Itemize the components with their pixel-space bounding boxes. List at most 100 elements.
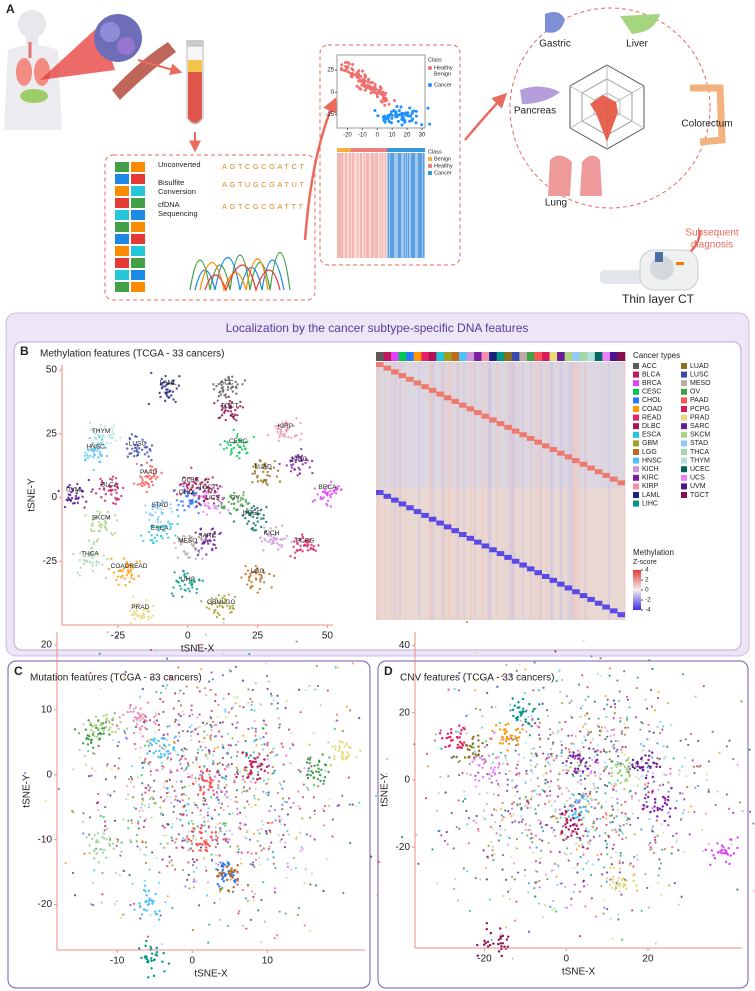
dot-decor [254,760,258,764]
dot-decor [183,785,187,788]
dot-decor [555,910,558,913]
dot-decor [557,784,560,787]
dot-decor [329,493,332,497]
dot-decor [206,485,209,489]
mini-frame [336,54,426,129]
dot-decor [343,745,346,748]
dot-decor [105,454,109,458]
dot-decor [305,833,308,836]
dot-decor [491,854,494,857]
dot-decor [191,498,194,502]
dot-decor [192,782,195,786]
legend-label: UCS [690,475,705,482]
dot-decor [157,728,161,732]
dot-decor [171,822,174,826]
dot-decor [562,769,565,772]
dot-decor [215,494,218,498]
dot-decor [112,847,116,851]
dot-decor [272,536,275,539]
dot-decor [232,502,236,506]
body-illustration [4,10,176,130]
dot-decor [186,835,189,838]
dot-decor [238,445,241,449]
dot-decor [209,723,212,727]
dot-decor [142,539,145,543]
dot-decor [215,770,219,774]
dot-decor [118,716,121,719]
dot-decor [617,740,620,743]
dot-decor [372,90,376,94]
heat-col [386,153,387,258]
dot-decor [91,556,94,559]
dot-decor [577,827,580,831]
dot-decor [149,512,152,515]
dot-decor [292,424,296,428]
dot-decor [496,766,500,769]
heat-stripe [441,362,444,620]
dot-decor [565,768,568,771]
dot-decor [623,788,626,791]
dot-decor [144,861,147,865]
heat-col [371,153,372,258]
dot-decor [137,602,141,606]
dot-decor [283,800,286,803]
dot-decor [501,801,504,805]
dot-decor [556,795,560,798]
dot-decor [566,835,570,839]
dot-decor [644,796,647,800]
dot-decor [186,572,189,575]
dot-decor [128,452,131,455]
dot-decor [517,753,521,756]
dot-decor [202,779,205,782]
dot-decor [459,732,462,735]
dot-decor [322,779,326,783]
dot-decor [99,687,102,690]
dot-decor [503,732,507,735]
dot-decor [82,832,85,835]
dot-decor [651,771,654,775]
dot-decor [490,737,493,740]
cluster-label: PRAD [131,604,149,611]
dot-decor [102,488,106,491]
dot-decor [259,703,262,706]
dot-decor [611,820,614,824]
dot-decor [92,450,95,453]
dot-decor [186,494,190,497]
heat-col [372,153,373,258]
dot-decor [538,879,541,883]
dot-decor [135,560,138,563]
legend-label: THYM [690,457,710,464]
dot-decor [200,538,203,541]
dot-decor [204,504,208,507]
dot-decor [610,782,613,785]
dot-decor [599,773,602,776]
dot-decor [105,718,108,722]
heat-stripe [607,362,611,620]
dot-decor [558,669,561,672]
dot-decor [308,761,311,765]
heat-col [394,153,395,258]
legend-swatch [681,388,687,395]
dot-decor [213,808,216,812]
dot-decor [224,406,227,409]
cluster-label: OV [231,494,241,501]
dot-decor [305,761,309,764]
dot-decor [175,493,179,496]
dot-decor [243,379,247,382]
dot-decor [167,962,171,965]
next-step: Subsequent [685,228,739,239]
dot-decor [211,720,215,723]
dot-decor [133,742,136,746]
dot-decor [588,717,591,720]
dot-decor [651,775,654,779]
dot-decor [109,488,112,492]
dot-decor [537,726,541,729]
dot-decor [159,796,163,799]
heat-block [451,398,459,404]
dot-decor [266,433,270,437]
heat-block [602,604,610,610]
dot-decor [227,748,231,751]
dot-decor [244,897,248,900]
dot-decor [235,696,239,699]
legend-swatch [681,363,687,369]
